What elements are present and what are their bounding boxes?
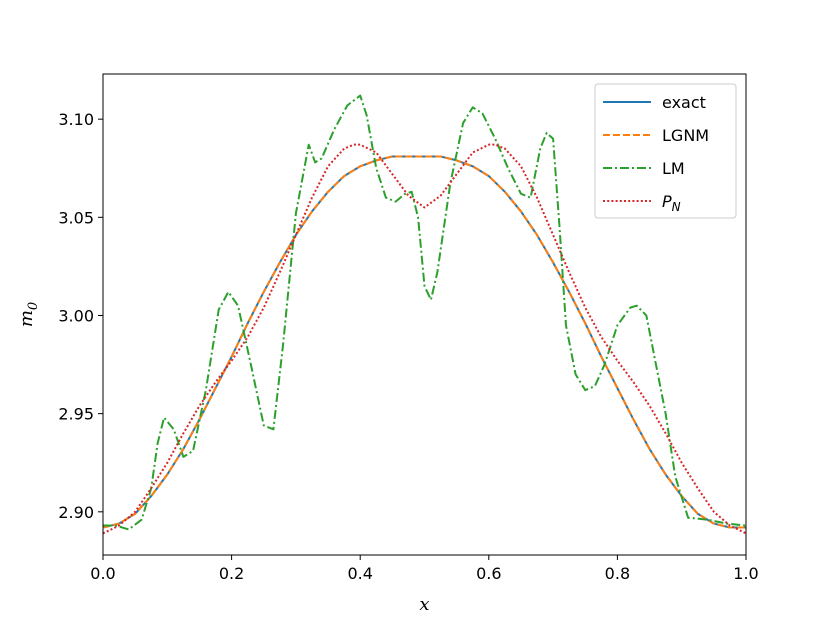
x-axis: 0.0 0.2 0.4 0.6 0.8 1.0 <box>90 555 759 583</box>
plot-frame <box>102 73 747 556</box>
y-tick-label: 3.00 <box>58 306 94 325</box>
legend: exact LGNM LM PN <box>594 83 737 219</box>
x-tick-label: 0.0 <box>90 564 115 583</box>
series-line-3 <box>103 94 746 531</box>
y-tick-label: 3.10 <box>58 110 94 129</box>
y-tick-label: 3.05 <box>58 208 94 227</box>
x-tick-label: 0.6 <box>476 564 501 583</box>
legend-label-1: exact <box>662 93 706 112</box>
x-tick-label: 0.4 <box>347 564 372 583</box>
y-tick-label: 2.95 <box>58 405 94 424</box>
y-tick-label: 2.90 <box>58 503 94 522</box>
series-line-2 <box>103 155 746 529</box>
y-axis-label: m0 <box>16 302 41 327</box>
x-tick-label: 1.0 <box>733 564 758 583</box>
legend-label-3: LM <box>662 159 685 178</box>
y-axis-label-subscript: 0 <box>26 302 41 310</box>
plot-lines <box>103 94 746 535</box>
y-axis: 2.90 2.95 3.00 3.05 3.10 <box>58 110 103 522</box>
x-tick-label: 0.8 <box>605 564 630 583</box>
x-axis-label: x <box>419 594 429 615</box>
legend-label-2: LGNM <box>662 126 709 145</box>
legend-box <box>594 83 737 219</box>
x-tick-label: 0.2 <box>219 564 244 583</box>
series-line-4 <box>103 143 746 535</box>
y-axis-label-main: m <box>16 310 37 327</box>
legend-label-4: PN <box>662 192 681 214</box>
